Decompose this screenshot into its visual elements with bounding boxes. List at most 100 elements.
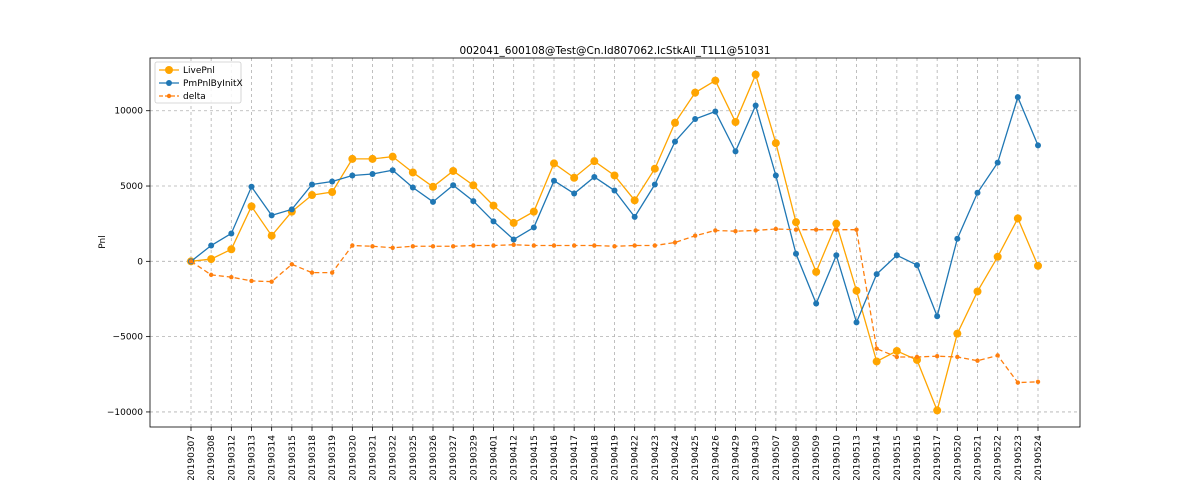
x-tick-label: 20190321 [369,435,379,480]
data-point [550,159,558,168]
data-point [389,167,396,174]
data-point [328,188,337,197]
data-point [571,190,578,197]
data-point [509,218,518,227]
data-point [229,274,234,280]
data-point [973,287,982,296]
x-tick-label: 20190508 [792,435,802,480]
data-point [712,108,719,115]
data-point [812,267,821,276]
y-tick-label: 0 [137,257,143,267]
x-tick-label: 20190424 [671,435,681,480]
legend-item-pmpnlbyinitx: PmPnlByInitX [159,79,243,89]
x-tick-label: 20190517 [933,435,943,480]
data-point [631,213,638,220]
series-delta [188,226,1041,385]
data-point [490,218,497,225]
x-tick-label: 20190507 [772,435,782,480]
data-point [994,159,1001,166]
data-point [408,168,417,177]
data-point [470,198,477,205]
data-point [571,243,577,248]
data-point [369,170,376,177]
x-tick-label: 20190425 [691,435,701,480]
x-tick-label: 20190320 [348,435,358,480]
data-point [368,154,377,163]
data-point [954,235,961,242]
data-point [349,172,356,179]
x-tick-label: 20190426 [711,435,721,480]
legend-marker [166,93,172,99]
legend-label: delta [183,92,206,102]
data-point [308,191,316,200]
chart-title: 002041_600108@Test@Cn.Id807062.IcStkAll_… [459,45,770,57]
data-point [651,181,658,188]
data-point [872,357,881,366]
data-point [489,201,498,210]
data-point [309,181,315,188]
data-point [1035,142,1041,149]
data-point [228,230,235,237]
data-point [249,278,254,284]
data-point [914,262,920,269]
x-tick-label: 20190319 [328,435,338,480]
axes: 20190307 20190308 20190312 20190313 20190314… [107,107,1044,480]
x-tick-label: 20190522 [994,435,1004,480]
x-tick-label: 20190419 [611,435,621,480]
data-point [611,187,618,194]
data-point [350,243,355,248]
data-point [773,226,779,232]
data-point [832,219,841,228]
data-point [732,148,739,155]
data-point [267,231,276,240]
data-point [207,255,216,264]
x-tick-label: 20190315 [288,435,298,480]
data-point [650,164,659,173]
data-point [672,138,678,145]
x-tick-label: 20190312 [227,435,237,480]
x-tick-label: 20190318 [308,435,318,480]
data-point [531,243,537,248]
data-point [752,102,759,109]
legend: LivePnl PmPnlByInitX delta [154,61,243,104]
data-point [1015,380,1021,385]
data-point [450,182,457,189]
data-point [1014,94,1021,101]
data-point [672,240,678,245]
data-point [288,206,295,213]
x-tick-label: 20190415 [530,435,540,480]
data-point [771,139,780,148]
data-point [591,173,598,180]
data-point [449,166,458,175]
data-point [450,244,456,249]
x-tick-label: 20190313 [248,435,258,480]
data-point [692,233,698,238]
x-tick-label: 20190524 [1034,435,1044,480]
legend-box [154,61,242,104]
y-tick-label: 10000 [114,107,143,117]
data-point [551,177,557,184]
data-point [995,353,1000,358]
data-point [289,262,295,267]
data-point [671,118,679,127]
data-point [733,229,738,234]
x-tick-label: 20190308 [207,435,217,480]
data-point [348,154,357,163]
data-point [893,252,900,259]
data-point [874,346,879,351]
data-point [713,228,718,233]
data-point [247,202,256,211]
data-point [913,355,921,364]
data-point [873,271,880,278]
data-point [834,227,839,232]
x-tick-label: 20190412 [510,435,520,480]
x-tick-label: 20190327 [449,435,459,480]
data-point [529,207,538,216]
data-point [793,250,799,257]
data-point [388,152,397,161]
data-point [652,243,658,248]
x-tick-label: 20190326 [429,435,439,480]
data-point [974,189,981,196]
legend-label: PmPnlByInitX [183,79,243,89]
